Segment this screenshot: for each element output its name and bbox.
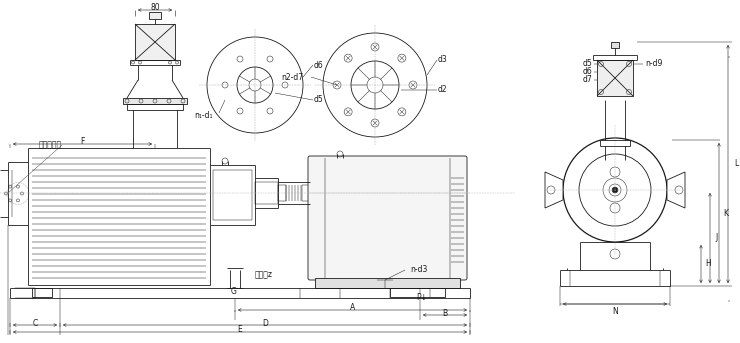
Bar <box>302 185 310 201</box>
Text: d2: d2 <box>437 85 447 95</box>
Text: n-d3: n-d3 <box>410 265 428 274</box>
Text: H: H <box>705 260 711 269</box>
Polygon shape <box>667 172 685 208</box>
Polygon shape <box>545 172 563 208</box>
Text: F: F <box>81 138 84 146</box>
Bar <box>135 24 175 60</box>
Text: d7: d7 <box>582 75 592 84</box>
Text: d3: d3 <box>437 56 447 64</box>
Bar <box>255 182 278 204</box>
Text: A: A <box>350 304 355 312</box>
Bar <box>127 104 183 110</box>
Text: n₁-d₁: n₁-d₁ <box>195 110 213 119</box>
Text: N: N <box>612 308 618 317</box>
Text: d6: d6 <box>313 60 323 70</box>
Bar <box>390 288 445 297</box>
Text: d5: d5 <box>582 59 592 69</box>
Text: 供水口z: 供水口z <box>255 271 273 280</box>
Bar <box>315 278 460 288</box>
Text: 80: 80 <box>150 3 160 12</box>
FancyBboxPatch shape <box>308 156 467 280</box>
Bar <box>32 288 52 297</box>
Text: 接被抽系统: 接被抽系统 <box>39 141 62 150</box>
Text: B: B <box>443 308 448 318</box>
Bar <box>278 185 286 201</box>
Text: d6: d6 <box>582 68 592 76</box>
Bar <box>611 42 619 48</box>
Text: L: L <box>734 159 738 168</box>
Bar <box>149 12 161 19</box>
Bar <box>123 98 187 104</box>
Text: J: J <box>716 234 718 243</box>
Text: C: C <box>33 319 38 328</box>
Text: E: E <box>238 326 243 334</box>
Text: n-d9: n-d9 <box>645 59 662 69</box>
Circle shape <box>612 187 618 193</box>
Bar <box>597 60 633 96</box>
Text: P↓: P↓ <box>417 294 428 303</box>
Bar <box>213 170 252 220</box>
Text: d5: d5 <box>313 95 323 105</box>
Text: K: K <box>724 209 728 217</box>
Text: G: G <box>231 287 237 296</box>
Text: n2-d7: n2-d7 <box>281 72 303 82</box>
Text: D: D <box>262 319 268 328</box>
